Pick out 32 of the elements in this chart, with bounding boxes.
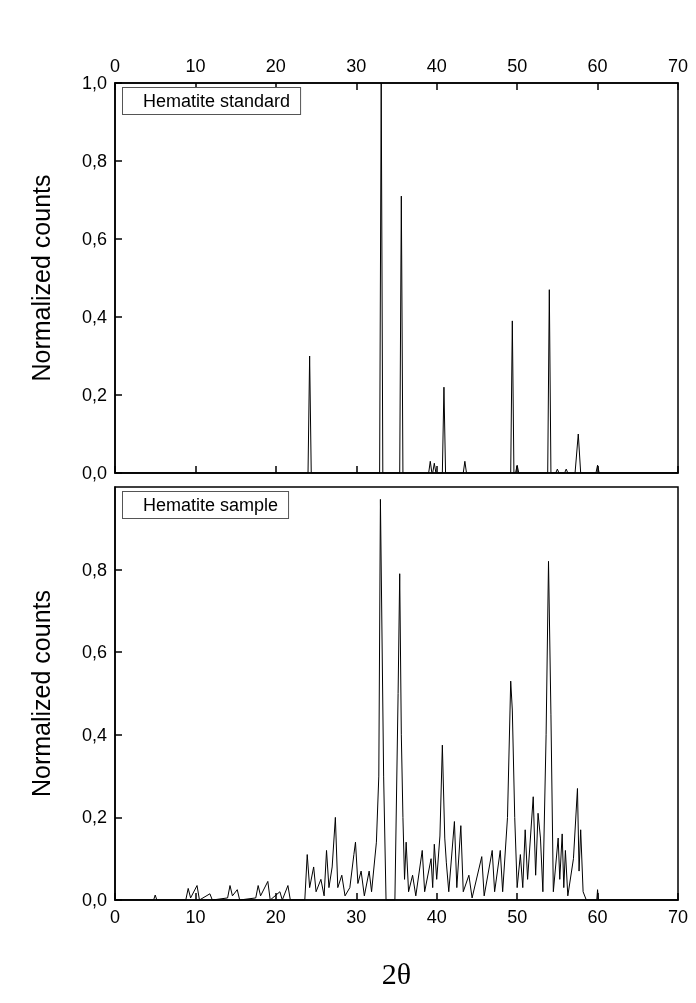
- x2-tick-label: 50: [507, 56, 528, 76]
- y-tick-label: 0,8: [81, 151, 107, 171]
- x-tick-label: 20: [265, 907, 286, 927]
- x2-tick-label: 70: [667, 56, 689, 76]
- y-axis-title: Normalized counts: [26, 589, 55, 798]
- y-tick-label: 0,8: [81, 559, 107, 580]
- x-tick-label: 60: [587, 907, 608, 927]
- x2-tick-label: 40: [426, 56, 447, 76]
- y-tick-label: 0,0: [81, 890, 107, 910]
- x-tick-label: 50: [507, 907, 528, 927]
- x2-tick-label: 60: [587, 56, 608, 76]
- y-tick-label: 0,6: [81, 642, 107, 663]
- y-tick-label: 0,2: [81, 385, 107, 405]
- x2-tick-label: 0: [109, 56, 121, 76]
- y-tick-label: 0,4: [81, 307, 107, 327]
- x-tick-label: 0: [109, 907, 121, 927]
- x2-tick-label: 20: [265, 56, 286, 76]
- y-tick-label: 0,4: [81, 724, 107, 745]
- x2-tick-label: 30: [346, 56, 367, 76]
- x-axis-title: 2θ: [381, 956, 412, 990]
- x-tick-label: 10: [185, 907, 206, 927]
- y-tick-label: 1,0: [81, 73, 107, 93]
- x-tick-label: 30: [346, 907, 367, 927]
- x2-tick-label: 10: [185, 56, 206, 76]
- y-tick-label: 0,0: [81, 463, 107, 483]
- y-tick-label: 0,2: [81, 807, 107, 828]
- y-tick-label: 0,6: [81, 229, 107, 249]
- y-axis-title: Normalized counts: [26, 174, 55, 382]
- x-tick-label: 70: [667, 907, 689, 927]
- annotation: Hematite standard: [143, 91, 291, 111]
- annotation: Hematite sample: [143, 495, 279, 515]
- x-tick-label: 40: [426, 907, 447, 927]
